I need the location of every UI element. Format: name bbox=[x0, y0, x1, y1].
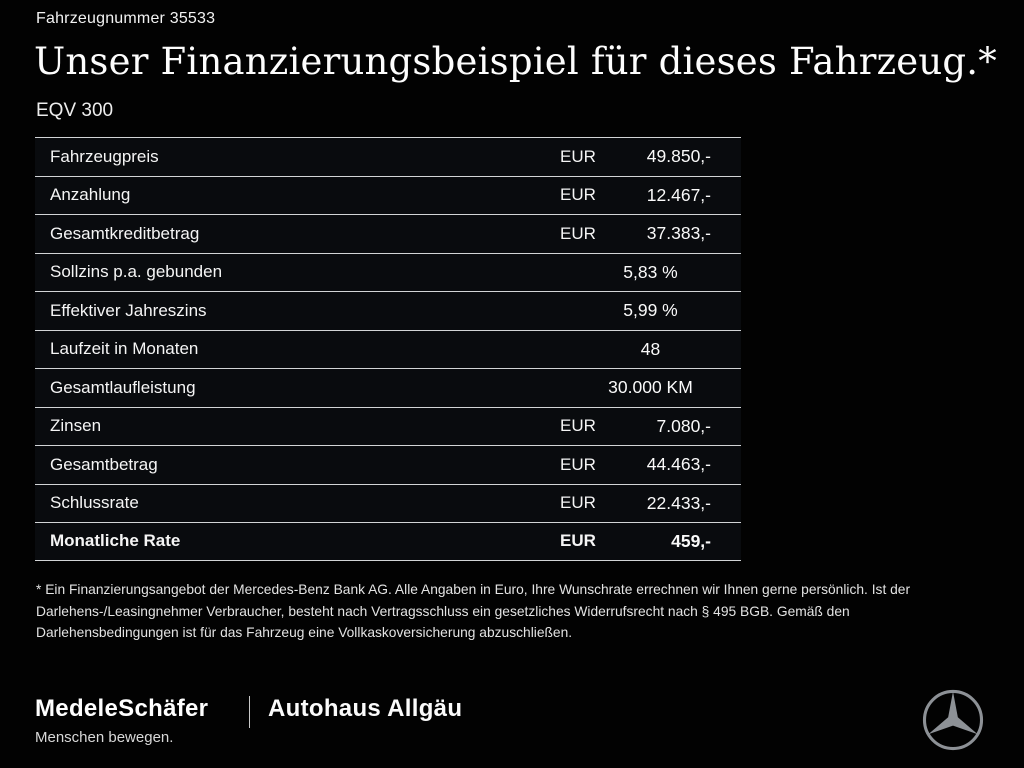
row-value: 22.433,- bbox=[646, 492, 711, 513]
row-value-area: 48 bbox=[560, 339, 741, 360]
row-value-area: EUR 49.850,- bbox=[560, 146, 741, 167]
table-row: Sollzins p.a. gebunden 5,83 % bbox=[35, 252, 741, 291]
row-value-area: 30.000 KM bbox=[560, 377, 741, 398]
row-label: Zinsen bbox=[50, 416, 102, 436]
row-label: Gesamtkreditbetrag bbox=[50, 223, 200, 243]
dealer-logo-autohaus-allgaeu: Autohaus Allgäu bbox=[268, 695, 463, 722]
row-label: Laufzeit in Monaten bbox=[50, 339, 199, 359]
row-value: 49.850,- bbox=[646, 146, 711, 167]
row-value: 12.467,- bbox=[646, 184, 711, 205]
page-title: Unser Finanzierungsbeispiel für dieses F… bbox=[34, 40, 997, 83]
row-label: Monatliche Rate bbox=[50, 531, 181, 551]
footer: MedeleSchäfer Menschen bewegen. Autohaus… bbox=[0, 688, 1024, 768]
model-name: EQV 300 bbox=[36, 100, 114, 121]
vehicle-number: Fahrzeugnummer 35533 bbox=[36, 10, 216, 27]
row-value: 30.000 KM bbox=[608, 377, 693, 398]
row-currency: EUR bbox=[560, 454, 596, 474]
mercedes-star-icon bbox=[922, 689, 984, 751]
footer-divider bbox=[249, 696, 250, 728]
row-currency: EUR bbox=[560, 223, 596, 243]
row-value-area: EUR 37.383,- bbox=[560, 223, 741, 244]
row-value-area: 5,83 % bbox=[560, 262, 741, 283]
table-row: Effektiver Jahreszins 5,99 % bbox=[35, 291, 741, 330]
dealer-logo-medeleschaefer: MedeleSchäfer bbox=[35, 695, 209, 722]
row-value-area: EUR 7.080,- bbox=[560, 416, 741, 437]
row-value: 5,99 % bbox=[623, 300, 678, 321]
table-row: Schlussrate EUR 22.433,- bbox=[35, 483, 741, 522]
row-label: Schlussrate bbox=[50, 493, 139, 513]
dealer-tagline: Menschen bewegen. bbox=[35, 729, 174, 746]
row-currency: EUR bbox=[560, 185, 596, 205]
row-label: Gesamtbetrag bbox=[50, 454, 158, 474]
row-value-area: EUR 459,- bbox=[560, 531, 741, 552]
row-value: 459,- bbox=[671, 530, 711, 551]
table-row: Fahrzeugpreis EUR 49.850,- bbox=[35, 137, 741, 176]
row-value: 7.080,- bbox=[656, 415, 711, 436]
row-currency: EUR bbox=[560, 531, 596, 551]
row-currency: EUR bbox=[560, 416, 596, 436]
row-value: 44.463,- bbox=[646, 454, 711, 475]
row-value-area: EUR 44.463,- bbox=[560, 454, 741, 475]
row-value: 5,83 % bbox=[623, 261, 678, 282]
row-value: 37.383,- bbox=[646, 223, 711, 244]
table-row: Gesamtlaufleistung 30.000 KM bbox=[35, 368, 741, 407]
table-row-monthly-rate: Monatliche Rate EUR 459,- bbox=[35, 522, 741, 561]
row-label: Sollzins p.a. gebunden bbox=[50, 262, 223, 282]
footnote-text: * Ein Finanzierungsangebot der Mercedes-… bbox=[36, 582, 911, 640]
row-value-area: 5,99 % bbox=[560, 300, 741, 321]
table-row: Gesamtkreditbetrag EUR 37.383,- bbox=[35, 214, 741, 253]
row-value: 48 bbox=[640, 338, 661, 359]
row-value-area: EUR 12.467,- bbox=[560, 185, 741, 206]
table-row: Anzahlung EUR 12.467,- bbox=[35, 175, 741, 214]
row-label: Effektiver Jahreszins bbox=[50, 300, 207, 320]
row-value-area: EUR 22.433,- bbox=[560, 493, 741, 514]
row-label: Fahrzeugpreis bbox=[50, 146, 159, 166]
row-currency: EUR bbox=[560, 493, 596, 513]
financing-table: Fahrzeugpreis EUR 49.850,- Anzahlung EUR… bbox=[35, 137, 741, 561]
row-label: Gesamtlaufleistung bbox=[50, 377, 196, 397]
table-row: Zinsen EUR 7.080,- bbox=[35, 406, 741, 445]
table-row: Gesamtbetrag EUR 44.463,- bbox=[35, 445, 741, 484]
row-currency: EUR bbox=[560, 146, 596, 166]
row-label: Anzahlung bbox=[50, 185, 131, 205]
table-row: Laufzeit in Monaten 48 bbox=[35, 329, 741, 368]
